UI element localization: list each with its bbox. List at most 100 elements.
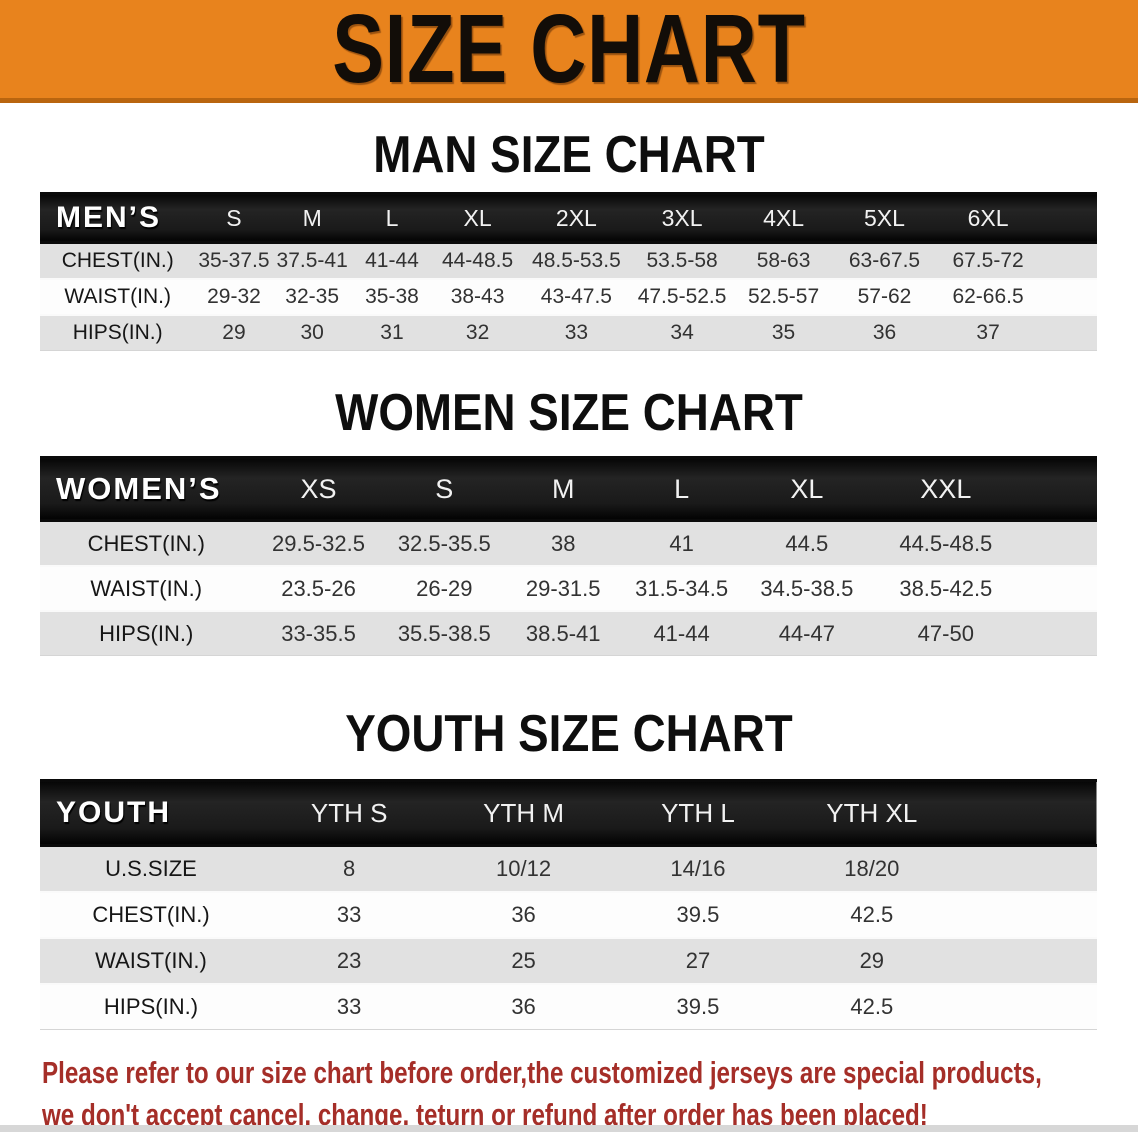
size-value-cell: 32.5-35.5 (384, 519, 505, 567)
size-value-cell: 58-63 (734, 241, 833, 280)
size-value-cell: 44-48.5 (432, 241, 524, 280)
spacer-cell (958, 891, 1097, 939)
size-value-cell: 14/16 (610, 844, 786, 893)
men-section-heading: MAN SIZE CHART (373, 126, 765, 184)
size-value-cell: 33 (261, 983, 437, 1030)
size-value-cell: 8 (261, 844, 437, 893)
spacer-cell (958, 844, 1097, 893)
table-group-label: YOUTH (40, 779, 262, 847)
size-value-cell: 29-32 (195, 278, 273, 316)
footer-notice: Please refer to our size chart before or… (0, 1052, 1138, 1132)
size-value-cell: 36 (436, 891, 611, 939)
youth-section-heading: YOUTH SIZE CHART (345, 705, 793, 763)
spacer-cell (958, 937, 1097, 985)
size-value-cell: 29 (195, 314, 273, 351)
row-label: CHEST(IN.) (40, 519, 253, 567)
size-value-cell: 34.5-38.5 (740, 565, 873, 612)
bottom-strip (0, 1125, 1138, 1132)
women-section-heading: WOMEN SIZE CHART (335, 384, 803, 442)
size-value-cell: 36 (436, 983, 611, 1030)
size-value-cell: 44-47 (740, 610, 873, 656)
size-value-cell: 29 (785, 937, 959, 985)
table-header-row: MEN’S S M L XL 2XL 3XL 4XL 5XL 6XL (40, 192, 1097, 244)
spacer-cell (958, 983, 1097, 1030)
table-row: HIPS(IN.) 29 30 31 32 33 34 35 36 37 (40, 314, 1097, 351)
size-column-header: XL (432, 192, 524, 244)
size-column-header: L (622, 456, 741, 522)
size-value-cell: 39.5 (610, 983, 786, 1030)
size-column-header: M (272, 192, 352, 244)
spacer-cell (1039, 241, 1097, 280)
youth-size-table: YOUTH YTH S YTH M YTH L YTH XL U.S.SIZE 8 10/12… (40, 779, 1097, 1030)
section-men: MAN SIZE CHART MEN’S S M L XL 2XL 3XL 4XL 5XL 6XL… (0, 129, 1138, 351)
table-row: CHEST(IN.) 29.5-32.5 32.5-35.5 38 41 44.5 44.5… (40, 519, 1097, 567)
row-label: HIPS(IN.) (40, 983, 262, 1030)
size-value-cell: 67.5-72 (936, 241, 1040, 280)
size-value-cell: 10/12 (436, 844, 611, 893)
section-women: WOMEN SIZE CHART WOMEN’S XS S M L XL XXL CHEST(… (0, 387, 1138, 656)
section-youth: YOUTH SIZE CHART YOUTH YTH S YTH M YTH L YTH… (0, 708, 1138, 1030)
size-value-cell: 31 (351, 314, 433, 351)
size-column-header: M (504, 456, 623, 522)
size-value-cell: 33 (261, 891, 437, 939)
size-value-cell: 37.5-41 (272, 241, 352, 280)
size-value-cell: 57-62 (832, 278, 937, 316)
size-column-header: 2XL (523, 192, 630, 244)
size-value-cell: 32 (432, 314, 524, 351)
banner-title: SIZE CHART (332, 0, 806, 103)
size-value-cell: 47.5-52.5 (629, 278, 735, 316)
size-column-header: YTH L (610, 779, 786, 847)
size-value-cell: 29.5-32.5 (252, 519, 385, 567)
table-row: U.S.SIZE 8 10/12 14/16 18/20 (40, 844, 1097, 893)
table-header-row: YOUTH YTH S YTH M YTH L YTH XL (40, 779, 1097, 847)
size-value-cell: 38.5-42.5 (872, 565, 1019, 612)
spacer-cell (1018, 456, 1097, 522)
size-value-cell: 33 (523, 314, 630, 351)
spacer-cell (1018, 610, 1097, 656)
size-column-header: YTH S (261, 779, 437, 847)
size-value-cell: 41-44 (622, 610, 741, 656)
row-label: CHEST(IN.) (40, 891, 262, 939)
size-value-cell: 35.5-38.5 (384, 610, 505, 656)
size-value-cell: 35 (734, 314, 833, 351)
size-value-cell: 44.5 (740, 519, 873, 567)
table-group-label: MEN’S (40, 192, 196, 244)
size-value-cell: 53.5-58 (629, 241, 735, 280)
women-size-table: WOMEN’S XS S M L XL XXL CHEST(IN.) 29.5-32.5 32.5… (40, 456, 1097, 656)
size-value-cell: 39.5 (610, 891, 786, 939)
size-column-header: S (384, 456, 505, 522)
size-value-cell: 33-35.5 (252, 610, 385, 656)
row-label: WAIST(IN.) (40, 565, 253, 612)
size-value-cell: 32-35 (272, 278, 352, 316)
size-value-cell: 34 (629, 314, 735, 351)
size-column-header: 3XL (629, 192, 735, 244)
size-value-cell: 27 (610, 937, 786, 985)
size-column-header: 4XL (734, 192, 833, 244)
size-column-header: XL (740, 456, 873, 522)
row-label: CHEST(IN.) (40, 241, 196, 280)
size-value-cell: 29-31.5 (504, 565, 623, 612)
table-row: WAIST(IN.) 23.5-26 26-29 29-31.5 31.5-34.5 34… (40, 565, 1097, 612)
row-label: HIPS(IN.) (40, 314, 196, 351)
table-row: HIPS(IN.) 33-35.5 35.5-38.5 38.5-41 41-44 44-… (40, 610, 1097, 656)
size-value-cell: 48.5-53.5 (523, 241, 630, 280)
size-column-header: 5XL (832, 192, 937, 244)
size-value-cell: 63-67.5 (832, 241, 937, 280)
spacer-cell (1039, 314, 1097, 351)
spacer-cell (1039, 278, 1097, 316)
size-value-cell: 30 (272, 314, 352, 351)
size-value-cell: 35-37.5 (195, 241, 273, 280)
size-value-cell: 42.5 (785, 891, 959, 939)
size-value-cell: 42.5 (785, 983, 959, 1030)
size-column-header: YTH M (436, 779, 611, 847)
size-value-cell: 47-50 (872, 610, 1019, 656)
table-row: CHEST(IN.) 33 36 39.5 42.5 (40, 891, 1097, 939)
size-column-header: L (351, 192, 433, 244)
size-column-header: XXL (872, 456, 1019, 522)
table-group-label: WOMEN’S (40, 456, 253, 522)
size-column-header: XS (252, 456, 385, 522)
table-row: HIPS(IN.) 33 36 39.5 42.5 (40, 983, 1097, 1030)
size-value-cell: 37 (936, 314, 1040, 351)
row-label: WAIST(IN.) (40, 278, 196, 316)
